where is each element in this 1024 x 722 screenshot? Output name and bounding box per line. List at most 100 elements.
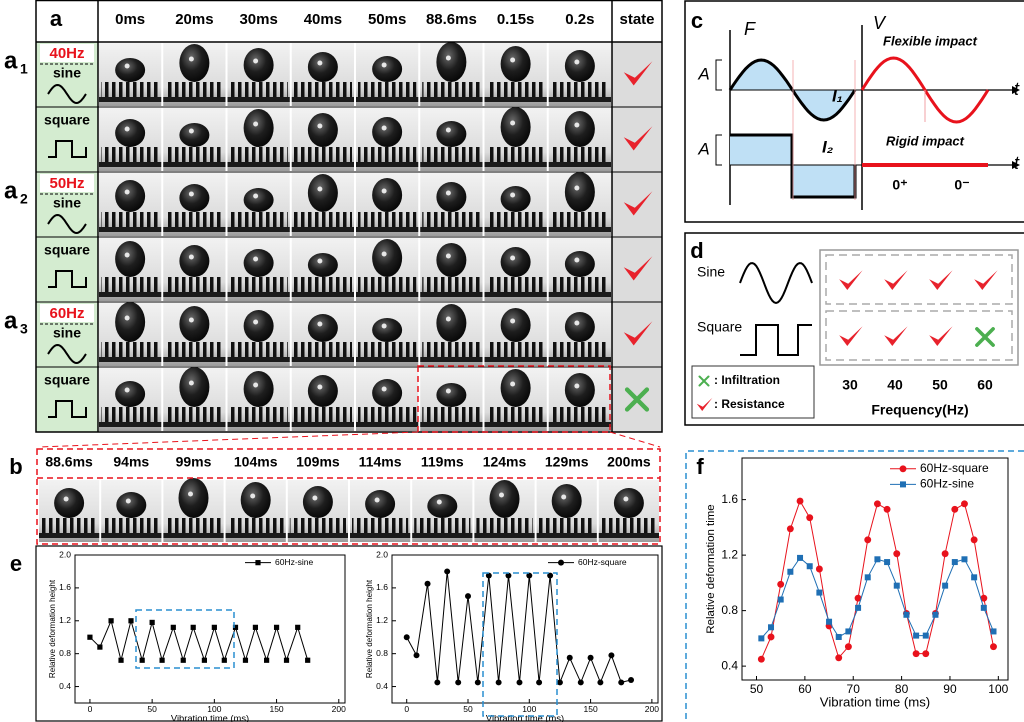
axis-name: t [1014,79,1020,99]
x-tick-label: 150 [269,704,283,714]
pillars [600,518,657,534]
series-line [760,499,994,660]
droplet-glint [574,320,580,326]
droplet [372,178,403,212]
substrate [287,533,348,538]
panel-label: d [690,238,703,263]
check-icon [839,270,863,290]
square-wave [48,400,87,418]
pillars [476,518,533,534]
marker [971,574,978,581]
droplet [307,52,338,82]
pillars [358,147,417,163]
impulse-label: I₂ [822,137,834,156]
substrate [412,533,473,538]
marker [108,618,114,624]
photo [99,108,162,171]
marker [941,550,949,558]
panel-label: a [50,6,63,31]
droplet [436,383,467,407]
marker [283,657,290,663]
pillars [293,212,352,228]
droplet-glint [381,188,387,194]
photo [291,173,354,236]
marker [597,679,604,686]
photo [163,367,226,431]
time-header: 129ms [545,454,589,470]
check-icon [623,321,653,346]
x-tick-label: 200 [332,704,346,714]
cross-icon [624,387,650,412]
droplet-glint [188,128,194,134]
photo [291,108,354,171]
droplet [179,306,210,342]
pillars [165,147,224,163]
droplet [436,121,467,147]
legend-label: 60Hz-sine [920,477,974,491]
marker [628,676,635,683]
photo [356,43,419,106]
droplet [115,302,146,342]
droplet-glint [317,60,323,66]
substrate [99,227,162,232]
pillars [165,82,224,98]
pillars [101,82,160,98]
droplet [500,46,531,82]
pillars [486,277,545,293]
legend-marker [899,465,907,473]
droplet [307,113,338,147]
group-subscript: 1 [20,61,28,77]
frequency-tick: 30 [842,377,858,393]
pillars [229,147,288,163]
substrate [420,357,483,362]
wave-label: square [44,372,90,388]
droplet [240,482,271,518]
pillars [550,342,609,358]
marker [242,657,249,663]
photo [99,368,162,431]
content: a 0ms 20ms 30ms 40ms 50ms 88.6ms 0.15s 0.2s state… [4,0,1024,722]
cross-stroke [698,375,710,387]
photo [39,480,100,542]
marker [465,593,471,600]
substrate [420,422,483,427]
marker [424,580,431,587]
droplet [115,241,146,277]
substrate [420,292,483,297]
highlight-box [482,572,558,717]
droplet-glint [436,499,442,505]
droplet-glint [253,193,259,199]
marker [942,582,949,589]
substrate [163,162,226,167]
time-header: 30ms [239,11,277,28]
check-icon [623,61,653,86]
wave-label: Square [697,319,742,335]
droplet-glint [124,63,130,69]
marker [556,679,563,686]
marker [874,556,881,563]
x-tick-label: 100 [988,682,1008,696]
photo [227,108,290,171]
substrate [484,357,547,362]
photo [163,173,226,236]
amplitude-bracket [715,134,722,166]
marker [587,654,594,661]
frequency-label: 40Hz [49,45,84,62]
cross-stroke [624,387,650,412]
pillars [422,277,481,293]
pillars [550,407,609,423]
y-tick-label: 1.6 [721,492,738,506]
marker [505,572,512,579]
series-line [760,557,994,639]
pillars [101,277,160,293]
photo [291,43,354,106]
row-box [825,310,1013,361]
droplet-glint [188,254,194,260]
sine-wave [47,83,87,105]
droplet-glint [250,493,256,499]
time-header: 99ms [176,454,212,470]
droplet [54,488,85,518]
droplet-glint [124,315,130,321]
pillars [227,518,284,534]
